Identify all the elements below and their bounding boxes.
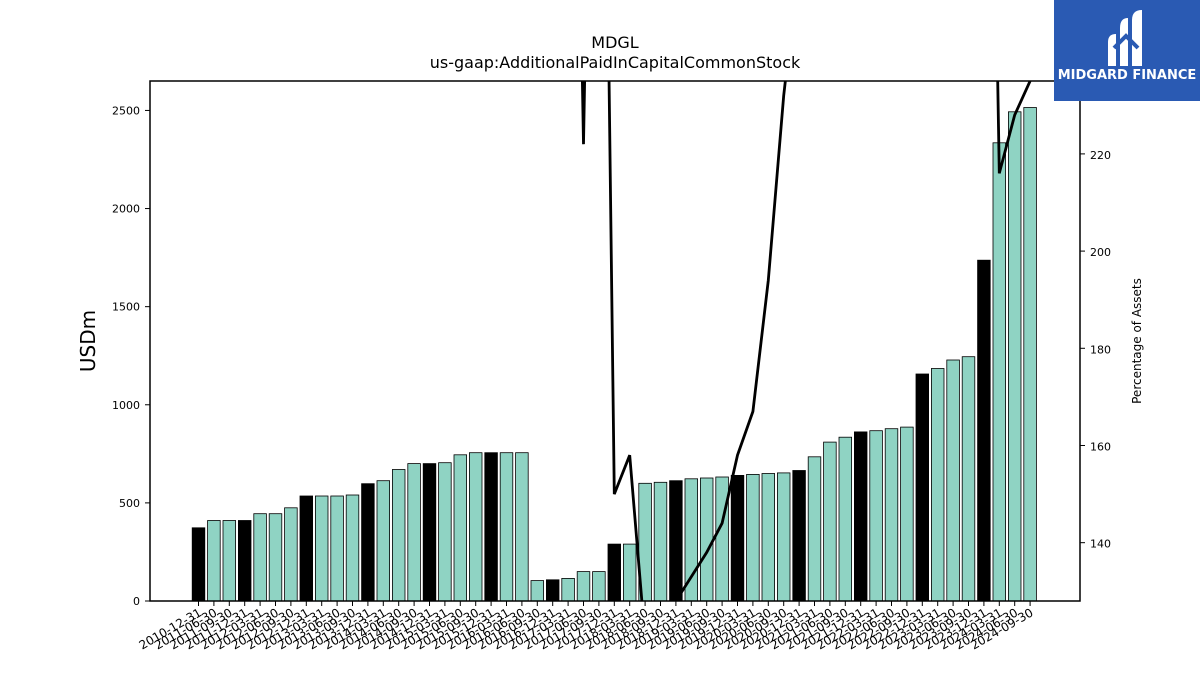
- bar-2012-03-31: [253, 513, 267, 602]
- bar-2016-12-31: [546, 579, 560, 602]
- bar-2024-09-30: [1023, 107, 1037, 602]
- bar-2022-09-30: [900, 426, 914, 602]
- y-right-tick-label: 140: [1090, 538, 1111, 551]
- bar-2019-06-30: [700, 477, 714, 602]
- bar-2021-12-31: [854, 431, 868, 602]
- bar-2018-12-31: [669, 480, 683, 602]
- bar-2014-12-31: [422, 463, 437, 602]
- bar-2015-09-30: [468, 452, 483, 602]
- plot-area: 050010001500200025001401601802002202010-…: [112, 81, 1111, 652]
- y-tick-label: 1500: [112, 301, 140, 314]
- bar-2020-06-30: [761, 473, 776, 602]
- bar-2010-12-31: [191, 527, 206, 602]
- chart-subtitle: us-gaap:AdditionalPaidInCapitalCommonSto…: [430, 53, 801, 72]
- y-right-tick-label: 220: [1090, 149, 1111, 162]
- y-tick-label: 0: [133, 595, 140, 608]
- y-tick-label: 1000: [112, 399, 140, 412]
- bar-2017-06-30: [576, 571, 591, 602]
- bar-2013-03-31: [314, 495, 329, 602]
- y-axis-right-label: Percentage of Assets: [1130, 278, 1144, 404]
- bar-2023-12-31: [977, 259, 991, 602]
- bar-2016-03-31: [499, 452, 514, 602]
- bar-2017-03-31: [561, 578, 575, 602]
- bar-2017-12-31: [607, 543, 622, 602]
- bar-2023-09-30: [961, 356, 976, 602]
- chart-title: MDGL: [591, 33, 639, 52]
- bar-2012-09-30: [284, 507, 298, 602]
- bar-2020-09-30: [777, 472, 791, 602]
- bar-2013-09-30: [345, 494, 360, 602]
- bar-2011-09-30: [222, 520, 237, 602]
- bar-2017-09-30: [592, 571, 606, 602]
- bar-2016-06-30: [515, 452, 529, 602]
- bar-2011-06-30: [207, 520, 221, 602]
- bar-2022-06-30: [884, 428, 899, 602]
- y-axis-label: USDm: [76, 310, 100, 372]
- y-right-tick-label: 160: [1090, 440, 1111, 453]
- bar-2013-06-30: [330, 495, 344, 602]
- bar-2015-06-30: [453, 454, 468, 602]
- y-tick-label: 2000: [112, 203, 140, 216]
- bar-2019-12-31: [730, 474, 745, 602]
- bar-2019-09-30: [715, 476, 729, 602]
- bar-2015-12-31: [484, 452, 498, 602]
- bar-2024-06-30: [1008, 111, 1022, 602]
- bar-2021-03-31: [807, 456, 822, 602]
- bar-2023-03-31: [931, 368, 945, 602]
- y-right-tick-label: 200: [1090, 246, 1111, 259]
- brand-logo: MIDGARD FINANCE: [1054, 0, 1200, 101]
- bar-2024-03-31: [992, 142, 1007, 602]
- bar-2021-06-30: [823, 441, 837, 602]
- bar-2014-06-30: [391, 469, 406, 602]
- bar-2014-09-30: [407, 463, 421, 602]
- bar-2015-03-31: [438, 462, 452, 602]
- y-right-tick-label: 180: [1090, 343, 1111, 356]
- plot-frame: [149, 80, 1081, 602]
- bar-2023-06-30: [946, 359, 960, 602]
- bar-2022-03-31: [869, 430, 883, 602]
- bar-2020-03-31: [746, 473, 760, 602]
- bar-2013-12-31: [361, 483, 375, 602]
- bar-2014-03-31: [376, 480, 391, 602]
- logo-mark-icon: [1108, 10, 1142, 66]
- bar-2018-09-30: [653, 481, 668, 602]
- bar-2011-12-31: [237, 520, 252, 602]
- y-tick-label: 2500: [112, 104, 140, 117]
- y-tick-label: 500: [119, 497, 140, 510]
- bar-2018-03-31: [623, 543, 637, 602]
- bar-2021-09-30: [838, 436, 853, 602]
- bar-2012-12-31: [299, 495, 314, 602]
- bar-2020-12-31: [792, 470, 806, 602]
- bar-2016-09-30: [530, 580, 545, 602]
- bar-2012-06-30: [268, 513, 283, 602]
- logo-brand-text: MIDGARD FINANCE: [1057, 68, 1197, 83]
- bar-2022-12-31: [915, 373, 930, 602]
